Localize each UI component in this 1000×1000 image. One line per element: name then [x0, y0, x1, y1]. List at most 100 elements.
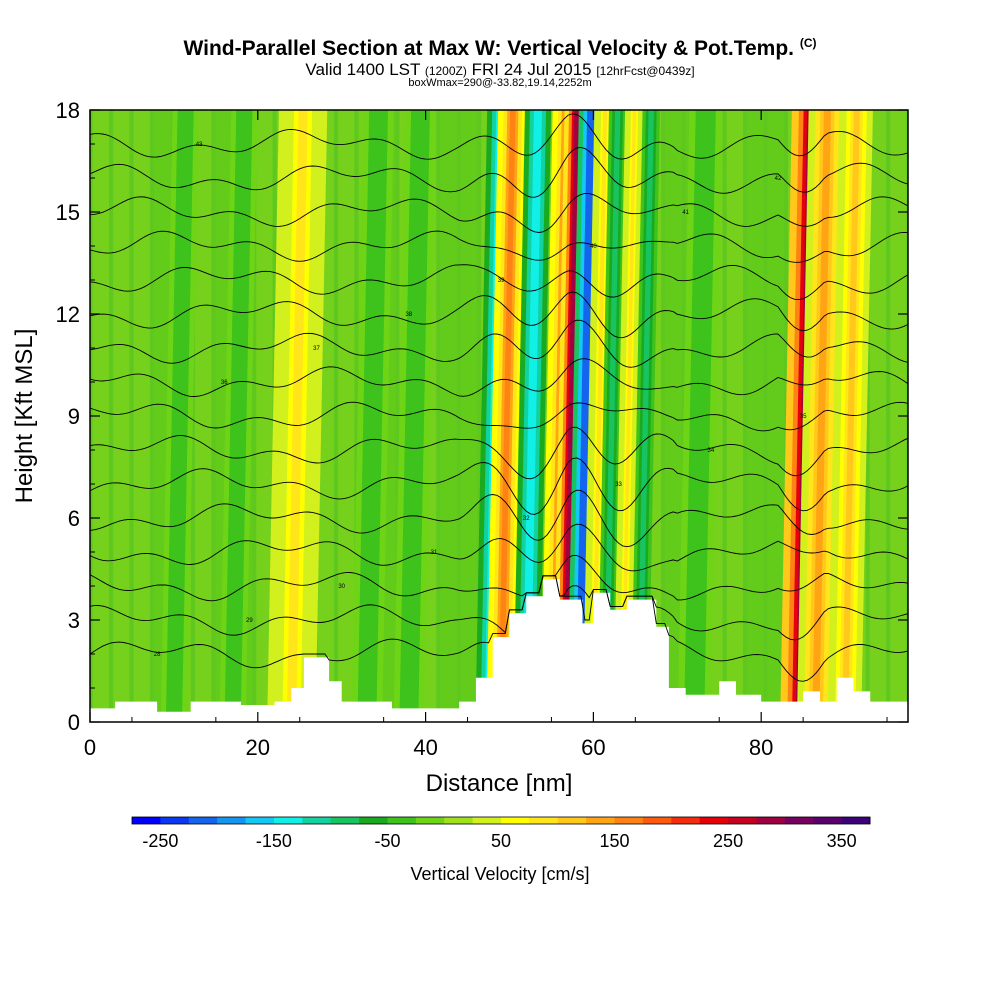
colorbar-tick-label: 150: [600, 831, 630, 851]
box-max-info: boxWmax=290@-33.82,19.14,2252m: [408, 77, 592, 89]
y-tick-label: 6: [68, 506, 80, 531]
velocity-band: [362, 110, 384, 722]
isentrope-line: [90, 319, 908, 368]
isentrope-label: 35: [800, 414, 807, 420]
isentrope-label: 33: [615, 482, 622, 488]
velocity-band: [689, 110, 711, 722]
x-tick-label: 40: [413, 735, 437, 760]
colorbar-swatch: [188, 817, 218, 824]
velocity-band: [286, 110, 308, 722]
field-band: [869, 110, 887, 722]
colorbar-swatch: [841, 817, 871, 824]
isentrope-line: [90, 193, 908, 233]
isentrope-label: 32: [523, 516, 530, 522]
colorbar-swatch: [728, 817, 757, 824]
isentrope-line: [90, 575, 908, 682]
x-tick-label: 0: [84, 735, 96, 760]
isentrope-line: [90, 146, 908, 198]
field-band: [460, 110, 478, 722]
valid-time-line: Valid 1400 LST (1200Z) FRI 24 Jul 2015 […: [305, 60, 695, 79]
colorbar-swatch: [642, 817, 672, 824]
colorbar-swatch: [671, 817, 701, 824]
isentrope-label: 37: [313, 346, 320, 352]
field-band: [665, 110, 682, 722]
isentrope-label: 29: [246, 618, 253, 624]
colorbar-tick-label: -50: [374, 831, 400, 851]
isentrope-line: [90, 230, 908, 263]
field-band: [92, 110, 110, 722]
field-band: [726, 110, 743, 722]
field-band: [440, 110, 457, 722]
isentrope-line: [90, 113, 908, 160]
isentrope-label: 42: [775, 176, 782, 182]
isentrope-line: [90, 426, 908, 480]
isentrope-line: [90, 401, 908, 432]
isentrope-label: 31: [431, 550, 438, 556]
velocity-band: [522, 110, 543, 722]
colorbar-tick-label: -250: [142, 831, 178, 851]
colorbar-tick-label: -150: [256, 831, 292, 851]
isentrope-label: 40: [590, 244, 597, 250]
isentrope-label: 36: [221, 380, 228, 386]
field-band: [133, 110, 150, 722]
colorbar-swatch: [756, 817, 786, 824]
colorbar-frame: [131, 816, 871, 825]
velocity-band: [404, 110, 426, 722]
colorbar-swatch: [784, 817, 814, 824]
velocity-band: [812, 110, 831, 722]
velocity-band: [603, 110, 621, 722]
colorbar-swatch: [813, 817, 843, 824]
field-band: [767, 110, 784, 722]
velocity-field: [90, 110, 908, 722]
isentrope-label: 34: [707, 448, 714, 454]
velocity-band: [591, 110, 608, 722]
terrain-fill: [90, 579, 908, 722]
field-band: [747, 110, 764, 722]
colorbar-swatch: [359, 817, 388, 824]
colorbar-swatch: [245, 817, 275, 824]
field-band: [113, 110, 130, 722]
velocity-band: [169, 110, 190, 722]
colorbar-swatch: [586, 817, 616, 824]
isentrope-line: [90, 575, 908, 641]
y-tick-label: 12: [56, 302, 80, 327]
velocity-band: [636, 110, 654, 722]
isentrope-line: [90, 358, 908, 397]
colorbar-swatch: [160, 817, 190, 824]
colorbar-swatch: [614, 817, 644, 824]
velocity-band: [498, 110, 516, 722]
velocity-band: [562, 110, 579, 722]
colorbar-swatch: [501, 817, 530, 824]
field-band: [256, 110, 273, 722]
colorbar-swatch: [330, 817, 360, 824]
isentrope-label: 39: [498, 278, 505, 284]
y-tick-label: 18: [56, 98, 80, 123]
terrain-mask: [90, 579, 908, 722]
velocity-band: [228, 110, 249, 722]
velocity-band: [575, 110, 595, 722]
y-tick-label: 9: [68, 404, 80, 429]
y-axis-label: Height [Kft MSL]: [11, 329, 38, 504]
colorbar-label: Vertical Velocity [cm/s]: [410, 864, 589, 884]
velocity-band: [842, 110, 860, 722]
colorbar-swatch: [699, 817, 729, 824]
x-tick-label: 80: [749, 735, 773, 760]
x-tick-label: 60: [581, 735, 605, 760]
colorbar: -250 -150 -50 50 150 250 350: [131, 816, 871, 851]
colorbar-swatch: [472, 817, 502, 824]
colorbar-swatch: [415, 817, 445, 824]
colorbar-swatch: [444, 817, 474, 824]
y-tick-label: 3: [68, 608, 80, 633]
isentrope-label: 38: [405, 312, 412, 318]
isentrope-line: [90, 264, 908, 301]
colorbar-swatch: [273, 817, 303, 824]
x-tick-label: 20: [246, 735, 270, 760]
y-tick-label: 15: [56, 200, 80, 225]
field-band: [194, 110, 212, 722]
potential-temperature-contours: 28 29 30 31 32 33 34 35 36 37 38 39 40 41 42 43: [90, 113, 908, 682]
colorbar-tick-label: 350: [827, 831, 857, 851]
colorbar-swatch: [387, 817, 417, 824]
isentrope-line: [90, 523, 908, 572]
